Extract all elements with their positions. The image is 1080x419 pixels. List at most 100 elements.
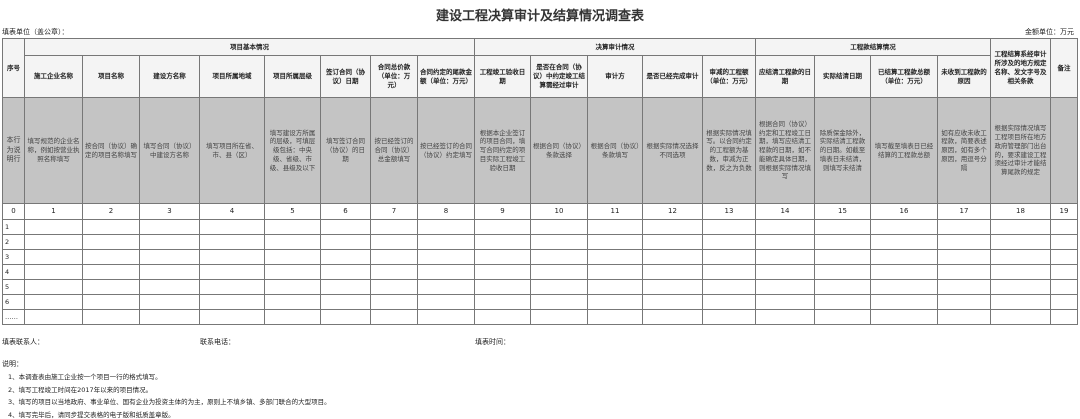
header-cell: 工程竣工验收日期 <box>474 55 531 98</box>
data-row: 1 <box>2 219 1079 235</box>
header-cell: 审减的工程额（单位：万元） <box>701 55 757 98</box>
empty-cell <box>474 249 531 265</box>
index-cell: 2 <box>82 203 140 220</box>
empty-cell <box>199 219 265 235</box>
empty-cell <box>1050 294 1079 310</box>
empty-cell <box>417 249 475 265</box>
empty-cell <box>990 249 1052 265</box>
header-cell: 序号 <box>2 38 25 98</box>
survey-table: 序号 项目基本情况 决算审计情况 工程款结算情况 工程结算系经审计所涉及的地方规… <box>2 38 1079 325</box>
instruction-cell: 填写合同（协议）中建设方名称 <box>139 97 200 204</box>
empty-cell <box>264 234 321 250</box>
header-cell: 未收到工程款的原因 <box>937 55 992 98</box>
empty-cell <box>701 264 757 280</box>
row-label: 3 <box>2 249 25 265</box>
empty-cell <box>642 249 703 265</box>
header-cell: 实际结清日期 <box>814 55 872 98</box>
empty-cell <box>417 264 475 280</box>
empty-cell <box>701 234 757 250</box>
empty-cell <box>870 309 939 325</box>
empty-cell <box>417 219 475 235</box>
empty-cell <box>24 294 83 310</box>
empty-cell <box>990 294 1052 310</box>
header-cell: 项目名称 <box>82 55 140 98</box>
empty-cell <box>587 234 643 250</box>
header-row: 施工企业名称 项目名称 建设方名称 项目所属地域 项目所属层级 签订合同（协议）日期 合同总… <box>3 55 1078 98</box>
index-cell: 3 <box>139 203 200 220</box>
empty-cell <box>937 279 992 295</box>
empty-cell <box>139 279 200 295</box>
empty-cell <box>370 264 418 280</box>
row-label: 5 <box>2 279 25 295</box>
header-cell: 备注 <box>1050 38 1079 98</box>
instruction-cell <box>1050 97 1079 204</box>
instruction-cell: 根据合同（协议）约定和工程竣工日期，填写应结清工程款的日期，如不能确定具体日期，… <box>755 97 816 204</box>
header-cell: 建设方名称 <box>139 55 200 98</box>
empty-cell <box>587 294 643 310</box>
empty-cell <box>139 264 200 280</box>
empty-cell <box>370 249 418 265</box>
header-cell: 签订合同（协议）日期 <box>320 55 371 98</box>
data-row: 6 <box>2 294 1079 310</box>
empty-cell <box>937 294 992 310</box>
instruction-cell: 按已经签订的合同（协议）约定填写 <box>417 97 475 204</box>
empty-cell <box>814 264 872 280</box>
empty-cell <box>701 279 757 295</box>
index-cell: 10 <box>530 203 588 220</box>
row-label: 2 <box>2 234 25 250</box>
empty-cell <box>264 279 321 295</box>
empty-cell <box>264 294 321 310</box>
empty-cell <box>530 249 588 265</box>
empty-cell <box>320 249 371 265</box>
instruction-cell: 按合同（协议）确定的项目名称填写 <box>82 97 140 204</box>
empty-cell <box>937 264 992 280</box>
empty-cell <box>530 279 588 295</box>
empty-cell <box>320 264 371 280</box>
index-cell: 16 <box>870 203 939 220</box>
empty-cell <box>199 279 265 295</box>
index-cell: 11 <box>587 203 643 220</box>
header-cell: 合同约定的尾款金额（单位：万元） <box>417 55 475 98</box>
empty-cell <box>417 234 475 250</box>
instruction-cell: 根据实际情况选择不同选项 <box>642 97 703 204</box>
empty-cell <box>701 294 757 310</box>
header-cell: 是否已经完成审计 <box>642 55 703 98</box>
empty-cell <box>814 309 872 325</box>
empty-cell <box>24 279 83 295</box>
empty-cell <box>701 219 757 235</box>
empty-cell <box>320 234 371 250</box>
note-item: 3、填写的项目以当地政府、事业单位、国有企业为投资主体的为主，原则上不填乡镇、多… <box>8 398 331 406</box>
group-header: 项目基本情况 <box>24 38 475 56</box>
instruction-cell: 填写签订合同（协议）的日期 <box>320 97 371 204</box>
empty-cell <box>814 279 872 295</box>
empty-cell <box>474 309 531 325</box>
row-label: 4 <box>2 264 25 280</box>
group-header: 工程款结算情况 <box>755 38 992 56</box>
index-cell: 4 <box>199 203 265 220</box>
header-cell: 项目所属层级 <box>264 55 321 98</box>
footer-contact: 填表联系人： <box>2 338 44 346</box>
instruction-cell: 填写规范的企业名称，例如按营业执照名称填写 <box>24 97 83 204</box>
amount-unit: 金额单位：万元 <box>1025 28 1074 36</box>
empty-cell <box>814 219 872 235</box>
empty-cell <box>990 309 1052 325</box>
empty-cell <box>755 309 816 325</box>
empty-cell <box>320 294 371 310</box>
instruction-cell: 根据实际情况填写。以合同约定的工程额为基数，审减为正数，反之为负数 <box>701 97 757 204</box>
empty-cell <box>82 234 140 250</box>
empty-cell <box>474 219 531 235</box>
empty-cell <box>370 234 418 250</box>
header-row: 序号 项目基本情况 决算审计情况 工程款结算情况 工程结算系经审计所涉及的地方规… <box>2 38 1079 98</box>
empty-cell <box>814 294 872 310</box>
empty-cell <box>990 264 1052 280</box>
empty-cell <box>417 309 475 325</box>
empty-cell <box>587 249 643 265</box>
empty-cell <box>937 234 992 250</box>
empty-cell <box>82 219 140 235</box>
empty-cell <box>82 279 140 295</box>
empty-cell <box>870 219 939 235</box>
instruction-cell: 填写项目所在省、市、县（区） <box>199 97 265 204</box>
instruction-cell: 除质保金除外，实际结清工程款的日期。如截至填表日未结清，则填写未结清 <box>814 97 872 204</box>
